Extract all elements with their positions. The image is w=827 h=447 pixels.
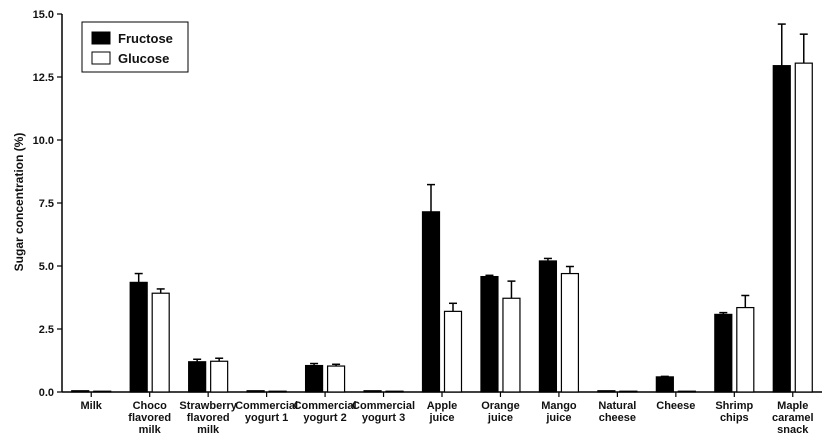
bar-fructose [538, 260, 558, 393]
category-label-line: Strawberry [179, 400, 237, 412]
bar-glucose [560, 272, 580, 393]
bar-fructose [772, 65, 791, 393]
category-label-line: milk [139, 424, 162, 436]
bar-fructose [421, 211, 441, 393]
legend: Fructose Glucose [81, 21, 189, 73]
y-tick-label: 10.0 [33, 135, 54, 147]
bar-fructose [71, 390, 90, 393]
category-label-line: Maple [777, 400, 808, 412]
category-label-line: Choco [133, 400, 168, 412]
y-tick-label: 15.0 [33, 9, 54, 21]
category-label-line: Commercial [294, 400, 357, 412]
category-label-line: milk [197, 424, 220, 436]
legend-label-glucose: Glucose [118, 51, 169, 66]
bar-glucose [93, 390, 112, 393]
category-label-line: Natural [598, 400, 636, 412]
category-label-line: caramel [772, 412, 814, 424]
category-label-line: juice [428, 412, 454, 424]
category-label: Commercial yogurt 2 [294, 400, 357, 424]
category-label: Choco flavored milk [128, 400, 171, 436]
category-label-line: Apple [427, 400, 458, 412]
y-tick-label: 5.0 [39, 261, 54, 273]
bar-fructose [480, 275, 499, 393]
bar-glucose [268, 390, 287, 393]
category-label-line: chips [720, 412, 749, 424]
category-label-line: cheese [599, 412, 636, 424]
bar-fructose [363, 390, 382, 393]
y-tick-label: 7.5 [39, 198, 54, 210]
category-label-line: juice [487, 412, 513, 424]
category-label-line: yogurt 1 [245, 412, 288, 424]
bar-glucose [326, 365, 346, 393]
category-label-line: Orange [481, 400, 520, 412]
category-label: Natural cheese [598, 400, 636, 424]
category-label-line: yogurt 3 [362, 412, 405, 424]
bar-glucose [151, 292, 170, 393]
category-label-line: Mango [541, 400, 577, 412]
bar-fructose [597, 390, 616, 393]
bar-fructose [129, 281, 148, 393]
bar-fructose [304, 364, 324, 393]
bar-glucose [443, 310, 463, 393]
y-tick-label: 0.0 [39, 387, 54, 399]
bar-glucose [210, 360, 229, 393]
category-label: Commercial yogurt 1 [235, 400, 298, 424]
category-label: Maple caramel snack [772, 400, 814, 436]
category-label-line: Milk [81, 400, 103, 412]
bar-glucose [794, 62, 813, 393]
bar-glucose [385, 390, 404, 393]
y-tick-label: 2.5 [39, 324, 54, 336]
category-label: Milk [81, 400, 103, 412]
category-label-line: Shrimp [715, 400, 753, 412]
category-label-line: flavored [128, 412, 171, 424]
y-axis-title: Sugar concentration (%) [12, 133, 26, 272]
category-label-line: yogurt 2 [303, 412, 346, 424]
category-label-line: flavored [187, 412, 230, 424]
bars [71, 23, 813, 393]
y-tick-label: 12.5 [33, 72, 54, 84]
bar-glucose [619, 390, 638, 393]
category-label: Orange juice [481, 400, 520, 424]
category-label: Cheese [656, 400, 695, 412]
category-label: Mango juice [541, 400, 577, 424]
category-label-line: Cheese [656, 400, 695, 412]
bar-glucose [502, 297, 521, 393]
category-label: Shrimp chips [715, 400, 753, 424]
category-label-line: Commercial [235, 400, 298, 412]
bar-glucose [677, 390, 696, 393]
category-label-line: snack [777, 424, 809, 436]
bar-fructose [188, 361, 207, 393]
bar-fructose [655, 376, 674, 393]
legend-label-fructose: Fructose [118, 31, 173, 46]
category-label-line: juice [545, 412, 571, 424]
bar-fructose [714, 313, 733, 393]
bar-glucose [736, 306, 755, 393]
category-label: Strawberry flavored milk [179, 400, 237, 436]
legend-swatch-fructose [91, 31, 111, 45]
legend-swatch-glucose [91, 51, 111, 65]
category-label: Commercial yogurt 3 [352, 400, 415, 424]
bar-fructose [246, 390, 265, 393]
category-label-line: Commercial [352, 400, 415, 412]
category-label: Apple juice [427, 400, 458, 424]
